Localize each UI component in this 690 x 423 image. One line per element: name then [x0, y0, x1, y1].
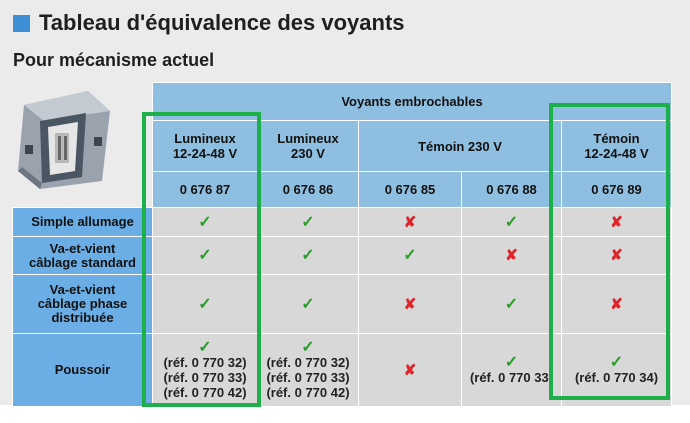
- title-square-icon: [13, 14, 30, 32]
- col-ref: 0 676 88: [461, 171, 562, 208]
- table-cell: ✓ (réf. 0 770 34): [561, 333, 672, 407]
- table-cell: ✘: [561, 236, 672, 275]
- col-ref: 0 676 86: [257, 171, 359, 208]
- check-icon: ✓: [301, 339, 315, 356]
- table-cell: ✓: [257, 207, 359, 237]
- col-header-temoin-12-24-48: Témoin 12-24-48 V: [561, 120, 672, 172]
- switch-mechanism-image: [18, 91, 110, 189]
- cross-icon: ✘: [403, 295, 417, 313]
- col-header-lumineux-230: Lumineux 230 V: [257, 120, 359, 172]
- table-cell: ✘: [358, 333, 462, 407]
- ref-note: (réf. 0 770 34): [574, 370, 659, 385]
- col-ref: 0 676 89: [561, 171, 672, 208]
- check-icon: ✓: [504, 213, 519, 231]
- ref-note: (réf. 0 770 42): [163, 385, 247, 400]
- table-cell: ✘: [358, 274, 462, 334]
- row-label-poussoir: Poussoir: [12, 333, 153, 407]
- table-cell: ✓: [461, 207, 562, 237]
- table-cell: ✓: [152, 274, 258, 334]
- table-cell: ✓: [152, 236, 258, 275]
- page-subtitle: Pour mécanisme actuel: [13, 50, 215, 70]
- table-cell: ✓: [461, 274, 562, 334]
- check-icon: ✓: [403, 247, 417, 264]
- table-cell: ✘: [358, 207, 462, 237]
- cross-icon: ✘: [610, 295, 623, 313]
- ref-note: (réf. 0 770 33): [469, 370, 554, 385]
- cross-icon: ✘: [610, 213, 623, 231]
- cross-icon: ✘: [610, 247, 623, 264]
- col-ref: 0 676 87: [152, 171, 258, 208]
- table-cell: ✘: [561, 274, 672, 334]
- check-icon: ✓: [198, 339, 212, 356]
- table-cell: ✘: [561, 207, 672, 237]
- ref-note: (réf. 0 770 33): [266, 370, 350, 385]
- ref-note: (réf. 0 770 33): [163, 370, 247, 385]
- table-cell: ✘: [461, 236, 562, 275]
- check-icon: ✓: [504, 354, 519, 371]
- col-header-temoin-230: Témoin 230 V: [358, 120, 562, 172]
- check-icon: ✓: [301, 213, 315, 231]
- equivalence-table: Voyants embrochables Lumineux 12-24-48 V …: [12, 82, 672, 407]
- check-icon: ✓: [301, 247, 315, 264]
- cross-icon: ✘: [403, 213, 417, 231]
- ref-note: (réf. 0 770 32): [163, 355, 247, 370]
- check-icon: ✓: [504, 295, 519, 313]
- col-ref: 0 676 85: [358, 171, 462, 208]
- table-cell: ✓ (réf. 0 770 32) (réf. 0 770 33) (réf. 0 7…: [257, 333, 359, 407]
- table-cell: ✓: [257, 236, 359, 275]
- title-row: Tableau d'équivalence des voyants: [13, 8, 405, 38]
- cross-icon: ✘: [403, 361, 417, 379]
- table-cell: ✓ (réf. 0 770 33): [461, 333, 562, 407]
- corner-empty: [13, 172, 153, 208]
- corner-empty: [13, 121, 153, 172]
- ref-note: (réf. 0 770 32): [266, 355, 350, 370]
- table-cell: ✓: [358, 236, 462, 275]
- corner-empty: [13, 83, 153, 121]
- row-label-va-et-vient-phase-distribuee: Va-et-vient câblage phase distribuée: [12, 274, 153, 334]
- table-cell: ✓: [152, 207, 258, 237]
- check-icon: ✓: [609, 354, 624, 371]
- group-header: Voyants embrochables: [152, 82, 672, 121]
- check-icon: ✓: [198, 213, 212, 231]
- table-cell: ✓ (réf. 0 770 32) (réf. 0 770 33) (réf. 0 7…: [152, 333, 258, 407]
- row-label-simple-allumage: Simple allumage: [12, 207, 153, 237]
- row-label-va-et-vient-standard: Va-et-vient câblage standard: [12, 236, 153, 275]
- check-icon: ✓: [198, 247, 212, 264]
- check-icon: ✓: [301, 295, 315, 313]
- ref-note: (réf. 0 770 42): [266, 385, 350, 400]
- table-cell: ✓: [257, 274, 359, 334]
- bottom-strip: [0, 405, 690, 423]
- page-title: Tableau d'équivalence des voyants: [39, 10, 405, 35]
- cross-icon: ✘: [505, 247, 518, 264]
- col-header-lumineux-12-24-48: Lumineux 12-24-48 V: [152, 120, 258, 172]
- check-icon: ✓: [198, 295, 212, 313]
